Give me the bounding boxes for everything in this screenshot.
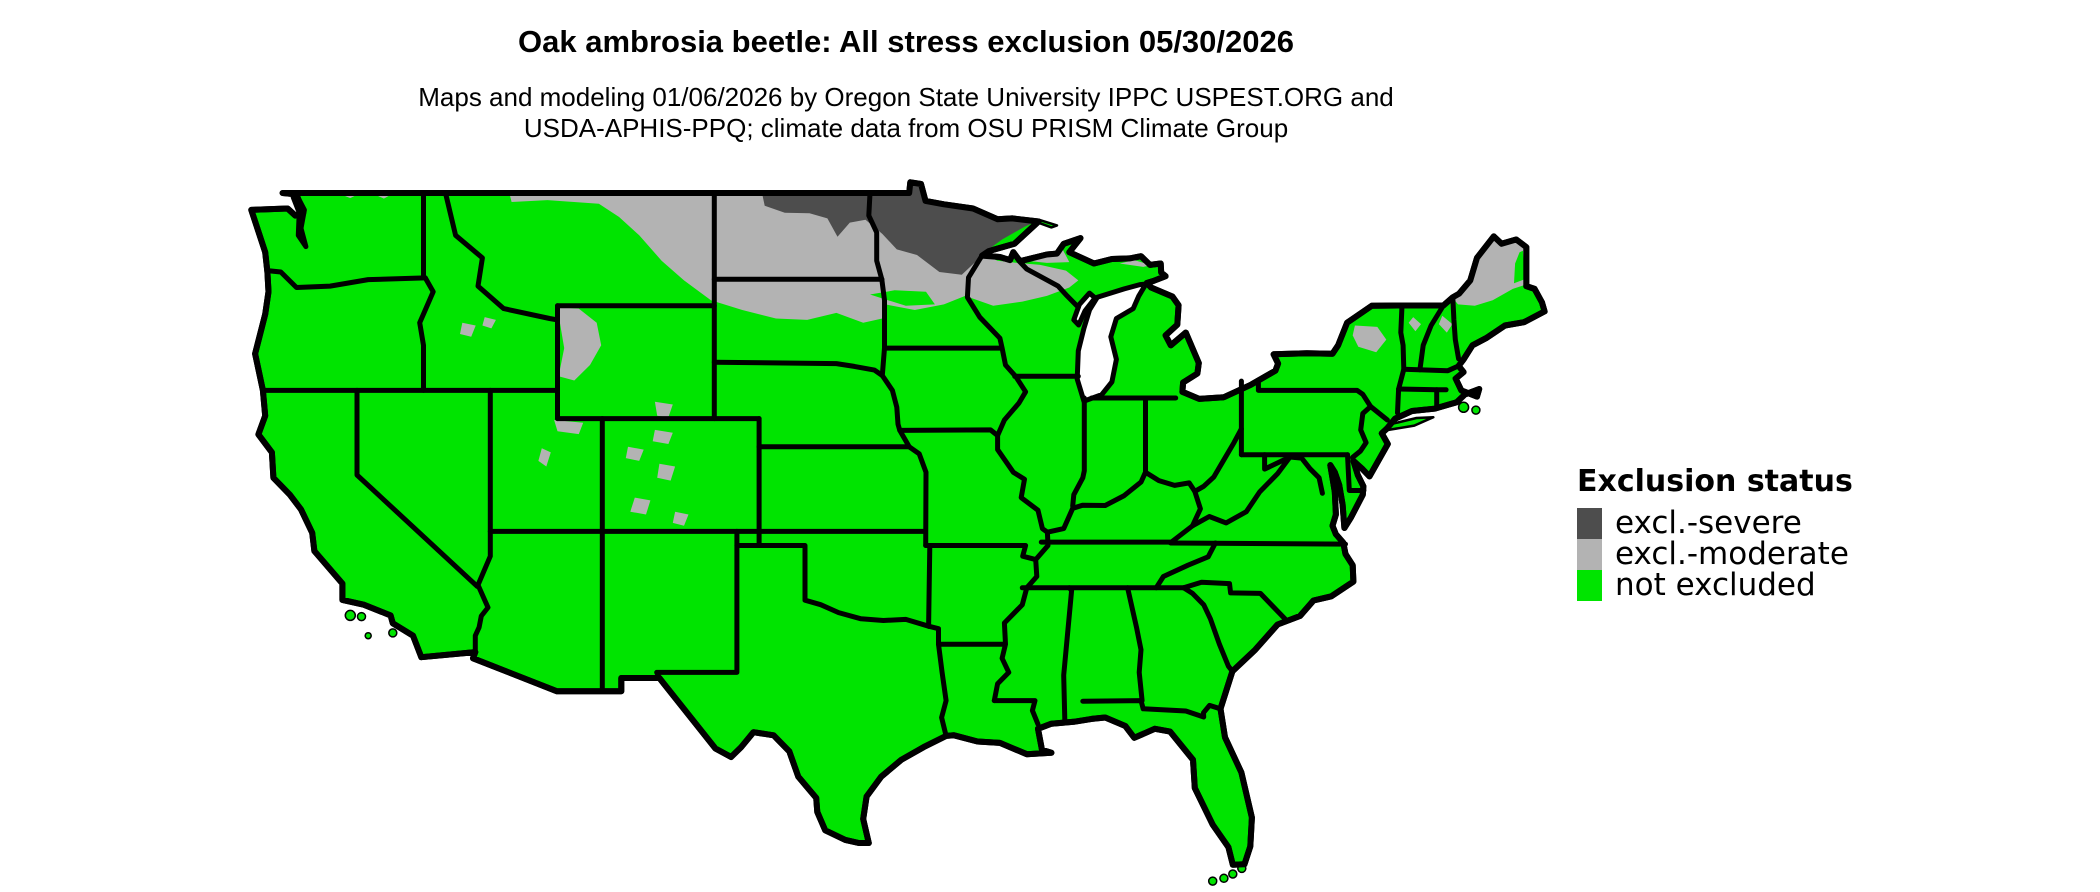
island-dot	[1457, 401, 1470, 414]
region-moderate	[1352, 325, 1387, 353]
region-moderate	[630, 497, 651, 515]
map-subtitle-line1: Maps and modeling 01/06/2026 by Oregon S…	[418, 82, 1394, 112]
legend-label-severe: excl.-severe	[1615, 505, 1802, 541]
state-borders	[260, 190, 1462, 739]
region-moderate	[654, 401, 673, 418]
legend-swatch-moderate	[1577, 539, 1602, 570]
region-moderate	[652, 429, 673, 444]
legend-item-severe: excl.-severe	[1577, 508, 1853, 539]
region-moderate	[554, 420, 584, 435]
region-moderate	[557, 307, 602, 381]
legend-title: Exclusion status	[1577, 464, 1853, 499]
legend-swatch-severe	[1577, 508, 1602, 539]
legend-item-moderate: excl.-moderate	[1577, 539, 1853, 570]
map-title: Oak ambrosia beetle: All stress exclusio…	[518, 24, 1294, 59]
region-not-excluded-pocket	[1514, 250, 1526, 284]
region-moderate	[657, 463, 676, 481]
region-moderate	[672, 511, 689, 526]
region-moderate	[1452, 236, 1526, 306]
island-dot	[1471, 405, 1481, 415]
region-moderate	[1408, 317, 1421, 332]
map-subtitle: Maps and modeling 01/06/2026 by Oregon S…	[6, 82, 1806, 144]
legend-label-moderate: excl.-moderate	[1615, 536, 1849, 572]
island-dot	[388, 628, 398, 638]
region-moderate	[538, 448, 551, 467]
legend-label-not-excluded: not excluded	[1615, 567, 1816, 603]
region-moderate	[1119, 260, 1152, 267]
region-moderate	[625, 446, 644, 461]
great-lake	[1071, 290, 1098, 328]
region-moderate	[460, 322, 476, 337]
island-dot	[356, 611, 367, 622]
island-dot	[364, 631, 372, 640]
national-outline	[248, 179, 1548, 868]
island-dot	[1228, 869, 1238, 879]
region-moderate	[1438, 315, 1453, 333]
island-dot	[1219, 873, 1229, 884]
island-dot	[344, 609, 357, 622]
legend: Exclusion status excl.-severe excl.-mode…	[1577, 466, 1853, 601]
legend-item-not-excluded: not excluded	[1577, 570, 1853, 601]
legend-swatch-not-excluded	[1577, 570, 1602, 601]
island-dot	[1207, 876, 1218, 886]
region-moderate	[482, 317, 496, 329]
map-subtitle-line2: USDA-APHIS-PPQ; climate data from OSU PR…	[523, 113, 1289, 143]
